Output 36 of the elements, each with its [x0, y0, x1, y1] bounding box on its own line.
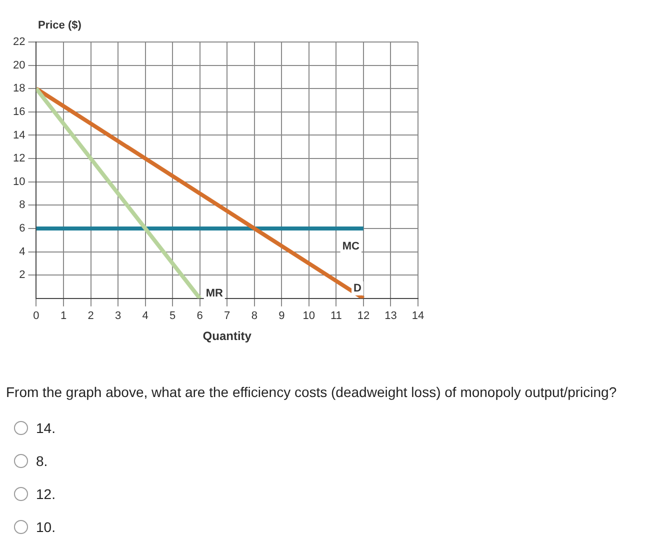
x-tick-label: 13	[384, 310, 397, 322]
x-tick-label: 1	[60, 310, 67, 322]
text: 10.	[36, 519, 56, 535]
y-tick-label: 16	[12, 106, 26, 118]
x-tick-label: 0	[33, 310, 40, 322]
x-tick-label: 11	[330, 310, 342, 322]
y-tick-label: 10	[12, 176, 26, 188]
y-tick-label: 12	[12, 152, 26, 165]
y-tick-label: 20	[12, 59, 26, 72]
x-tick-label: 5	[170, 310, 176, 322]
y-tick-label: 8	[19, 199, 26, 212]
y-tick-label: 14	[12, 129, 26, 142]
y-tick-label: 4	[19, 246, 26, 258]
x-tick-label: 12	[357, 310, 370, 322]
y-tick-label: 22	[12, 36, 26, 48]
x-axis-title: Quantity	[202, 329, 252, 344]
series-label: MR	[206, 287, 224, 300]
y-tick-label: 6	[19, 222, 26, 235]
text: 12.	[36, 486, 56, 502]
series-label: MC	[342, 240, 360, 253]
x-tick-label: 8	[251, 310, 258, 322]
text: 8.	[36, 453, 48, 469]
x-tick-label: 7	[224, 310, 230, 322]
text: 14.	[36, 420, 56, 436]
y-tick-label: 2	[19, 269, 26, 282]
x-tick-label: 10	[302, 310, 316, 322]
y-axis-title: Price ($)	[38, 20, 82, 32]
text: From the graph above, what are the efficiency costs (deadweight loss) of monopoly output/pricing?	[6, 384, 617, 400]
series-label: D	[354, 282, 362, 294]
x-tick-label: 3	[114, 310, 122, 322]
x-tick-label: 6	[196, 310, 203, 322]
x-tick-label: 14	[412, 310, 424, 322]
x-tick-label: 9	[278, 310, 285, 322]
x-tick-label: 4	[142, 310, 148, 322]
y-tick-label: 18	[12, 82, 26, 95]
x-tick-label: 2	[88, 310, 94, 322]
